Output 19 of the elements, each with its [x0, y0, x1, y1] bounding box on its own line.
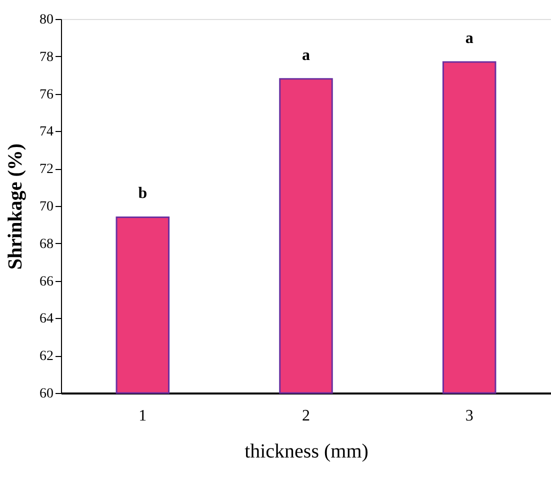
y-tick-label: 68 — [40, 236, 54, 252]
annotation: a — [465, 30, 474, 48]
y-tick-label: 64 — [40, 312, 54, 327]
y-tick-label: 62 — [40, 349, 54, 364]
y-tick-label: 72 — [40, 162, 54, 178]
x-tick-label: 3 — [465, 408, 474, 424]
y-tick-label: 60 — [40, 386, 54, 402]
x-tick-label: 1 — [138, 408, 147, 424]
annotation: a — [302, 46, 310, 64]
y-tick-label: 78 — [40, 50, 54, 65]
annotation: b — [138, 185, 148, 202]
y-tick-label: 76 — [40, 87, 54, 102]
y-tick-label: 70 — [40, 200, 54, 214]
y-axis-title: Shrinkage (%) — [4, 143, 26, 270]
x-tick-label: 2 — [302, 408, 310, 424]
x-axis-title: thickness (mm) — [244, 440, 368, 462]
y-tick-label: 80 — [40, 12, 54, 28]
y-tick-label: 66 — [40, 274, 54, 290]
y-tick-label: 74 — [40, 124, 54, 140]
